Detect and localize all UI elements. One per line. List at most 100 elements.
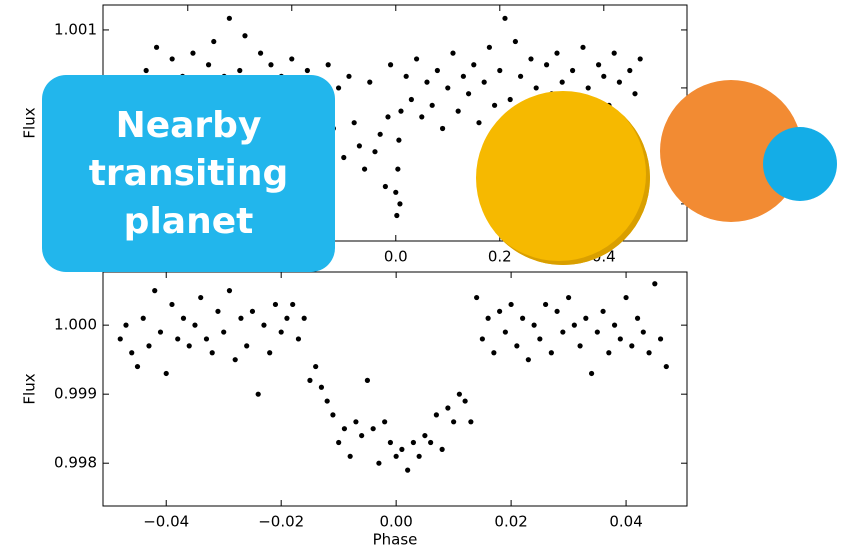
data-point (372, 149, 378, 155)
data-point (307, 377, 313, 383)
data-point (226, 288, 233, 294)
data-point (394, 212, 400, 219)
data-point (583, 315, 589, 321)
data-point (434, 67, 440, 74)
data-point (594, 329, 600, 335)
data-point (623, 294, 629, 301)
y-tick-label: 1.000 (54, 316, 97, 334)
data-point (140, 315, 146, 321)
annotation-box: Nearby transiting planet (42, 75, 335, 272)
data-point (419, 114, 425, 120)
data-point (397, 201, 403, 207)
data-point (629, 343, 635, 349)
data-point (424, 79, 430, 85)
data-point (157, 329, 164, 335)
data-point (632, 91, 638, 97)
y-axis-label: Flux (21, 373, 39, 404)
data-point (485, 315, 491, 321)
data-point (346, 73, 352, 79)
data-point (226, 15, 232, 21)
data-point (585, 85, 591, 91)
data-point (559, 79, 565, 85)
data-point (198, 294, 204, 301)
data-point (600, 308, 606, 314)
data-point (290, 301, 296, 308)
data-point (439, 125, 446, 132)
y-tick-label: 0.998 (54, 454, 97, 472)
data-point (601, 73, 607, 79)
data-point (627, 67, 633, 74)
data-point (356, 143, 362, 149)
data-point (318, 384, 325, 390)
data-point (548, 350, 554, 356)
data-point (382, 419, 388, 425)
data-point (569, 67, 576, 74)
data-point (341, 154, 347, 161)
data-point (486, 44, 492, 50)
data-point (455, 108, 461, 114)
data-point (491, 102, 498, 108)
data-point (517, 73, 524, 79)
data-point (617, 336, 623, 342)
data-point (560, 329, 566, 335)
data-point (353, 419, 359, 425)
data-point (393, 453, 399, 459)
data-point (537, 336, 543, 342)
data-point (507, 96, 513, 103)
data-point (456, 391, 462, 397)
data-point (134, 363, 141, 370)
data-point (153, 44, 160, 50)
data-point (491, 350, 497, 356)
data-point (634, 315, 641, 321)
data-point (502, 329, 508, 335)
data-point (428, 439, 434, 446)
x-tick-label: 0.02 (494, 513, 527, 531)
data-point (399, 446, 405, 452)
data-point (238, 315, 244, 321)
data-point (186, 343, 192, 349)
planet-blue (763, 127, 837, 201)
data-point (528, 56, 534, 62)
x-tick-label: 0.00 (379, 513, 412, 531)
data-point (255, 391, 261, 397)
data-point (324, 398, 330, 404)
data-point (284, 315, 290, 321)
data-point (387, 439, 394, 446)
data-point (377, 131, 383, 137)
data-point (479, 336, 485, 342)
data-point (146, 343, 152, 349)
data-point (413, 56, 420, 62)
data-point (364, 377, 371, 383)
data-point (525, 357, 531, 363)
data-point (405, 467, 411, 473)
data-point (512, 38, 518, 45)
data-point (376, 460, 382, 466)
data-point (278, 329, 284, 335)
data-point (268, 62, 274, 68)
data-point (313, 363, 319, 370)
data-point (439, 446, 445, 452)
data-point (497, 67, 503, 74)
x-tick-label: −0.04 (143, 513, 189, 531)
data-point (221, 329, 227, 335)
data-point (646, 350, 652, 356)
data-point (416, 453, 422, 459)
data-point (577, 343, 583, 349)
data-point (361, 166, 368, 172)
data-point (542, 301, 549, 308)
data-point (588, 370, 595, 377)
data-point (571, 322, 577, 328)
data-point (351, 120, 357, 126)
data-point (476, 120, 482, 126)
data-point (445, 405, 451, 411)
data-point (336, 439, 342, 446)
data-point (508, 301, 514, 308)
data-point (606, 350, 612, 356)
data-point (192, 322, 198, 328)
data-point (203, 336, 210, 342)
data-point (468, 419, 474, 425)
data-point (123, 322, 129, 328)
data-point (325, 62, 331, 68)
data-point (393, 189, 399, 195)
